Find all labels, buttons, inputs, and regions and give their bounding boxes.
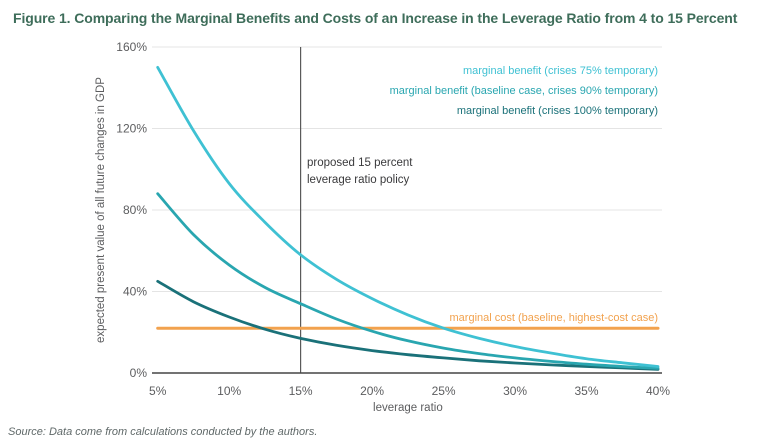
series-line-2 <box>156 279 660 371</box>
policy-annotation: proposed 15 percent leverage ratio polic… <box>307 157 413 186</box>
y-tick-label: 80% <box>123 203 147 217</box>
y-tick-label: 160% <box>116 40 147 54</box>
y-tick-label: 0% <box>130 366 148 380</box>
y-tick-label: 120% <box>116 122 147 136</box>
y-tick-label: 40% <box>123 285 147 299</box>
x-axis-label: leverage ratio <box>373 402 443 414</box>
series-line-0 <box>156 66 660 368</box>
marginal-cost-label: marginal cost (baseline, highest-cost ca… <box>449 312 658 324</box>
y-axis-label: expected present value of all future cha… <box>95 77 107 343</box>
x-tick-label: 35% <box>574 384 598 398</box>
x-tick-label: 10% <box>217 384 241 398</box>
source-note: Source: Data come from calculations cond… <box>8 426 318 438</box>
x-tick-label: 40% <box>646 384 670 398</box>
legend-item-crises-100: marginal benefit (crises 100% temporary) <box>456 105 658 117</box>
x-tick-label: 25% <box>432 384 456 398</box>
figure-title: Figure 1. Comparing the Marginal Benefit… <box>13 10 738 26</box>
x-tick-label: 5% <box>149 384 167 398</box>
series-line-1 <box>156 192 660 370</box>
legend-item-baseline-90: marginal benefit (baseline case, crises … <box>389 85 658 97</box>
x-tick-label: 15% <box>289 384 313 398</box>
x-tick-label: 30% <box>503 384 527 398</box>
chart-legend: marginal benefit (crises 75% temporary) … <box>390 61 658 121</box>
x-tick-label: 20% <box>360 384 384 398</box>
legend-item-crises-75: marginal benefit (crises 75% temporary) <box>462 65 658 77</box>
